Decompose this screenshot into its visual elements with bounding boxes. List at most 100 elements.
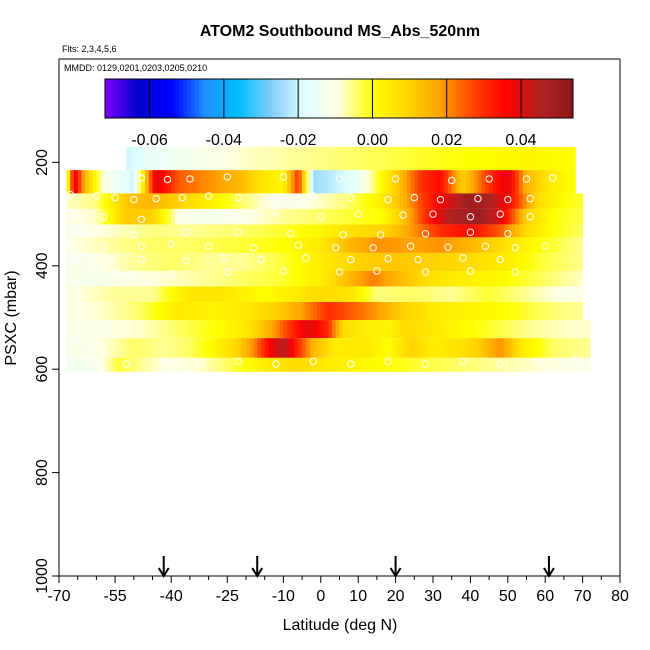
heatmap-cell [320,170,326,194]
heatmap-cell [287,146,292,171]
heatmap-cell [459,208,464,225]
heatmap-cell [567,146,572,171]
heatmap-cell [246,270,251,287]
heatmap-cell [395,193,400,209]
heatmap-cell [189,301,195,321]
heatmap-cell [511,357,516,372]
sample-marker [92,192,101,200]
heatmap-cell [500,146,505,171]
heatmap-cell [533,286,539,302]
heatmap-cell [290,252,296,271]
heatmap-cell [421,170,427,194]
heatmap-cell [470,320,475,339]
heatmap-cell [197,146,202,171]
y-tick-label: 400 [34,252,51,279]
colorbar-segment [175,79,180,118]
heatmap-cell [145,301,150,321]
heatmap-cell [182,270,187,287]
heatmap-cell [231,224,236,238]
heatmap-cell [272,208,277,225]
heatmap-cell [313,320,318,339]
heatmap-cell [421,208,427,225]
heatmap-cell [504,320,509,339]
heatmap-cell [145,338,150,358]
heatmap-cell [130,286,135,302]
heatmap-cell [384,146,389,171]
heatmap-cell [283,252,288,271]
heatmap-cell [148,286,154,302]
heatmap-cell [313,146,318,171]
heatmap-cell [563,237,569,253]
heatmap-cell [186,270,191,287]
heatmap-cell [433,320,438,339]
heatmap-cell [350,320,356,339]
heatmap-cell [216,357,221,372]
heatmap-cell [171,357,176,372]
heatmap-cell [133,146,139,171]
heatmap-cell [343,338,348,358]
heatmap-cell [320,338,326,358]
heatmap-cell [283,208,288,225]
heatmap-cell [500,320,505,339]
y-tick-label: 600 [34,356,51,383]
heatmap-cell [231,252,236,271]
heatmap-cell [455,252,460,271]
heatmap-cell [332,252,337,271]
heatmap-cell [511,286,516,302]
heatmap-cell [66,357,71,372]
heatmap-cell [115,286,120,302]
heatmap-cell [399,170,404,194]
heatmap-cell [305,224,311,238]
heatmap-cell [414,320,419,339]
heatmap-cell [264,237,270,253]
heatmap-cell [156,286,161,302]
heatmap-cell [302,237,307,253]
heatmap-cell [403,208,408,225]
heatmap-cell [515,338,520,358]
heatmap-cell [96,338,101,358]
colorbar-segment [362,79,367,118]
heatmap-cell [279,170,284,194]
colorbar-segment [436,79,441,118]
heatmap-cell [174,286,180,302]
heatmap-cell [489,357,494,372]
colorbar-segment [448,79,453,118]
heatmap-cell [526,146,531,171]
heatmap-cell [246,208,251,225]
heatmap-cell [361,320,367,339]
y-tick-label: 800 [34,459,51,486]
sample-marker [317,213,325,221]
heatmap-cell [492,208,498,225]
heatmap-cell [118,237,124,253]
colorbar-segment [405,79,410,118]
heatmap-cell [414,237,419,253]
heatmap-cell [212,338,217,358]
heatmap-cell [320,146,326,171]
heatmap-cell [309,224,314,238]
heatmap-cell [533,301,539,321]
heatmap-cell [511,224,516,238]
heatmap-cell [455,208,460,225]
heatmap-cell [242,237,247,253]
heatmap-cell [152,237,157,253]
heatmap-cell [578,357,584,372]
heatmap-cell [208,193,213,209]
heatmap-cell [522,193,528,209]
heatmap-cell [133,237,139,253]
heatmap-cell [361,357,367,372]
heatmap-cell [563,301,569,321]
heatmap-cell [324,170,329,194]
heatmap-cell [126,224,131,238]
colorbar-segment [331,79,336,118]
heatmap-cell [130,224,135,238]
heatmap-cell [395,252,400,271]
heatmap-cell [66,252,71,271]
colorbar-segment [545,79,551,118]
heatmap-cell [313,301,318,321]
heatmap-cell [212,301,217,321]
heatmap-cell [436,146,442,171]
heatmap-cell [186,320,191,339]
heatmap-cell [477,338,483,358]
colorbar-segment [479,79,484,118]
heatmap-cell [350,301,356,321]
